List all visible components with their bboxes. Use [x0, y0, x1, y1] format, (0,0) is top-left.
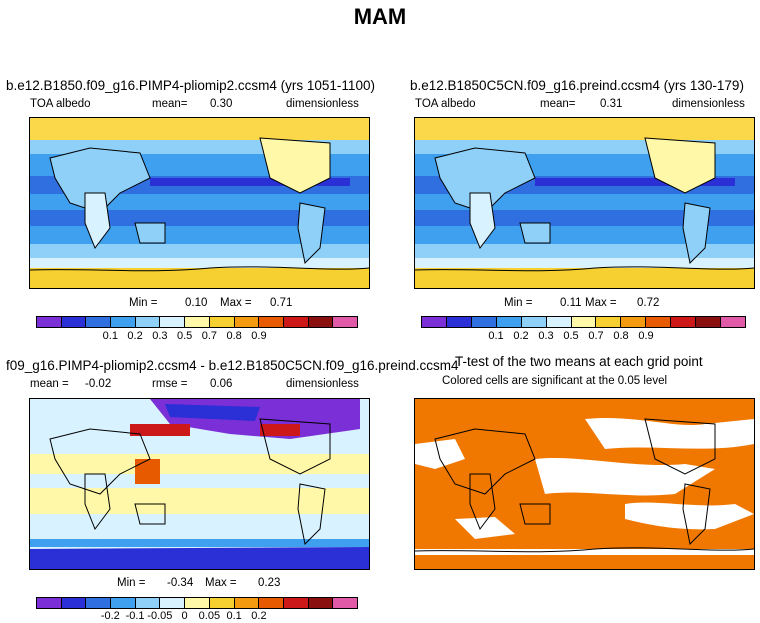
- colorbar-swatch: [671, 317, 697, 327]
- panel4-subtitle: Colored cells are significant at the 0.0…: [442, 375, 668, 387]
- colorbar-swatch: [471, 317, 497, 327]
- colorbar-swatch: [546, 317, 572, 327]
- colorbar-tick-label: -0.1: [125, 610, 145, 622]
- colorbar-tick-label: 0.3: [538, 330, 554, 342]
- colorbar-tick-label: 0.1: [488, 330, 504, 342]
- panel1-units: dimensionless: [286, 98, 359, 110]
- panel3-rmse-label: rmse =: [152, 378, 188, 390]
- panel3-map: [29, 398, 370, 570]
- colorbar-tick-label: 0.1: [226, 610, 242, 622]
- colorbar-tick-label: 0.5: [176, 330, 193, 342]
- colorbar-tick-label: 0.7: [201, 330, 218, 342]
- panel2-max-value: 0.72: [637, 297, 660, 309]
- colorbar-swatch: [37, 598, 62, 608]
- colorbar-swatch: [333, 598, 357, 608]
- colorbar-swatch: [596, 317, 622, 327]
- colorbar-tick-label: -0.2: [100, 610, 120, 622]
- colorbar-tick-label: -0.05: [147, 610, 173, 622]
- panel1-min-value: 0.10: [185, 297, 208, 309]
- colorbar-swatch: [61, 598, 87, 608]
- colorbar-swatch: [422, 317, 447, 327]
- panel3-rmse-value: 0.06: [210, 378, 233, 390]
- panel1-min-label: Min =: [129, 297, 158, 309]
- colorbar-tick-label: 0.2: [513, 330, 529, 342]
- colorbar-swatch: [185, 598, 210, 608]
- colorbar-swatch: [496, 317, 522, 327]
- panel3-units: dimensionless: [286, 378, 359, 390]
- panel3-mean-label: mean =: [30, 378, 69, 390]
- panel2-map: [414, 117, 755, 289]
- colorbar-tick-label: 0.3: [152, 330, 168, 342]
- colorbar-tick-label: 0.8: [226, 330, 242, 342]
- colorbar-swatch: [571, 317, 597, 327]
- panel1-mean-value: 0.30: [210, 98, 233, 110]
- panel1-variable: TOA albedo: [30, 98, 91, 110]
- colorbar-swatch: [234, 317, 260, 327]
- panel3-max-value: 0.23: [258, 577, 281, 589]
- panel1-mean-label: mean=: [152, 98, 188, 110]
- colorbar-tick-label: 0.2: [251, 610, 267, 622]
- colorbar-tick-label: 0.7: [588, 330, 604, 342]
- colorbar-tick-label: 0.05: [198, 610, 221, 622]
- panel1-colorbar: [36, 316, 358, 328]
- colorbar-swatch: [135, 317, 161, 327]
- colorbar-tick-label: 0.5: [563, 330, 579, 342]
- panel4-map: [414, 398, 755, 570]
- colorbar-swatch: [209, 317, 235, 327]
- panel1-max-label: Max =: [220, 297, 252, 309]
- panel4-title: T-test of the two means at each grid poi…: [455, 354, 703, 369]
- colorbar-tick-label: 0.8: [613, 330, 629, 342]
- colorbar-swatch: [283, 598, 309, 608]
- panel2-min-label: Min =: [504, 297, 533, 309]
- colorbar-swatch: [446, 317, 472, 327]
- colorbar-swatch: [86, 598, 112, 608]
- colorbar-tick-label: 0.2: [127, 330, 143, 342]
- panel1-title: b.e12.B1850.f09_g16.PIMP4-pliomip2.ccsm4…: [6, 78, 375, 93]
- colorbar-swatch: [283, 317, 309, 327]
- page-title: MAM: [353, 4, 407, 29]
- colorbar-swatch: [86, 317, 112, 327]
- panel3-min-label: Min =: [117, 577, 146, 589]
- colorbar-swatch: [621, 317, 647, 327]
- colorbar-swatch: [185, 317, 210, 327]
- colorbar-swatch: [646, 317, 672, 327]
- colorbar-swatch: [37, 317, 62, 327]
- colorbar-swatch: [333, 317, 357, 327]
- panel1-max-value: 0.71: [270, 297, 293, 309]
- colorbar-tick-label: 0.9: [638, 330, 654, 342]
- colorbar-swatch: [308, 598, 334, 608]
- colorbar-tick-label: 0.9: [251, 330, 267, 342]
- colorbar-swatch: [696, 317, 722, 327]
- colorbar-swatch: [160, 317, 186, 327]
- panel2-units: dimensionless: [672, 98, 745, 110]
- panel3-title: f09_g16.PIMP4-pliomip2.ccsm4 - b.e12.B18…: [6, 358, 459, 373]
- panel2-title: b.e12.B1850C5CN.f09_g16.preind.ccsm4 (yr…: [410, 78, 744, 93]
- colorbar-swatch: [308, 317, 334, 327]
- colorbar-swatch: [721, 317, 745, 327]
- colorbar-tick-label: 0: [181, 610, 188, 622]
- panel2-mean-value: 0.31: [600, 98, 623, 110]
- panel3-min-value: -0.34: [167, 577, 194, 589]
- colorbar-swatch: [160, 598, 186, 608]
- colorbar-swatch: [209, 598, 235, 608]
- panel3-mean-value: -0.02: [85, 378, 112, 390]
- panel2-colorbar: [421, 316, 746, 328]
- panel2-min-value: 0.11: [560, 297, 582, 309]
- panel2-variable: TOA albedo: [415, 98, 476, 110]
- colorbar-swatch: [111, 598, 136, 608]
- colorbar-swatch: [259, 598, 284, 608]
- panel2-mean-label: mean=: [540, 98, 576, 110]
- colorbar-swatch: [259, 317, 284, 327]
- colorbar-swatch: [135, 598, 161, 608]
- panel3-max-label: Max =: [205, 577, 237, 589]
- colorbar-swatch: [61, 317, 87, 327]
- panel3-colorbar: [36, 597, 358, 609]
- colorbar-tick-label: 0.1: [102, 330, 118, 342]
- colorbar-swatch: [111, 317, 136, 327]
- panel2-max-label: Max =: [585, 297, 617, 309]
- panel1-map: [29, 117, 370, 289]
- colorbar-swatch: [521, 317, 547, 327]
- colorbar-swatch: [234, 598, 260, 608]
